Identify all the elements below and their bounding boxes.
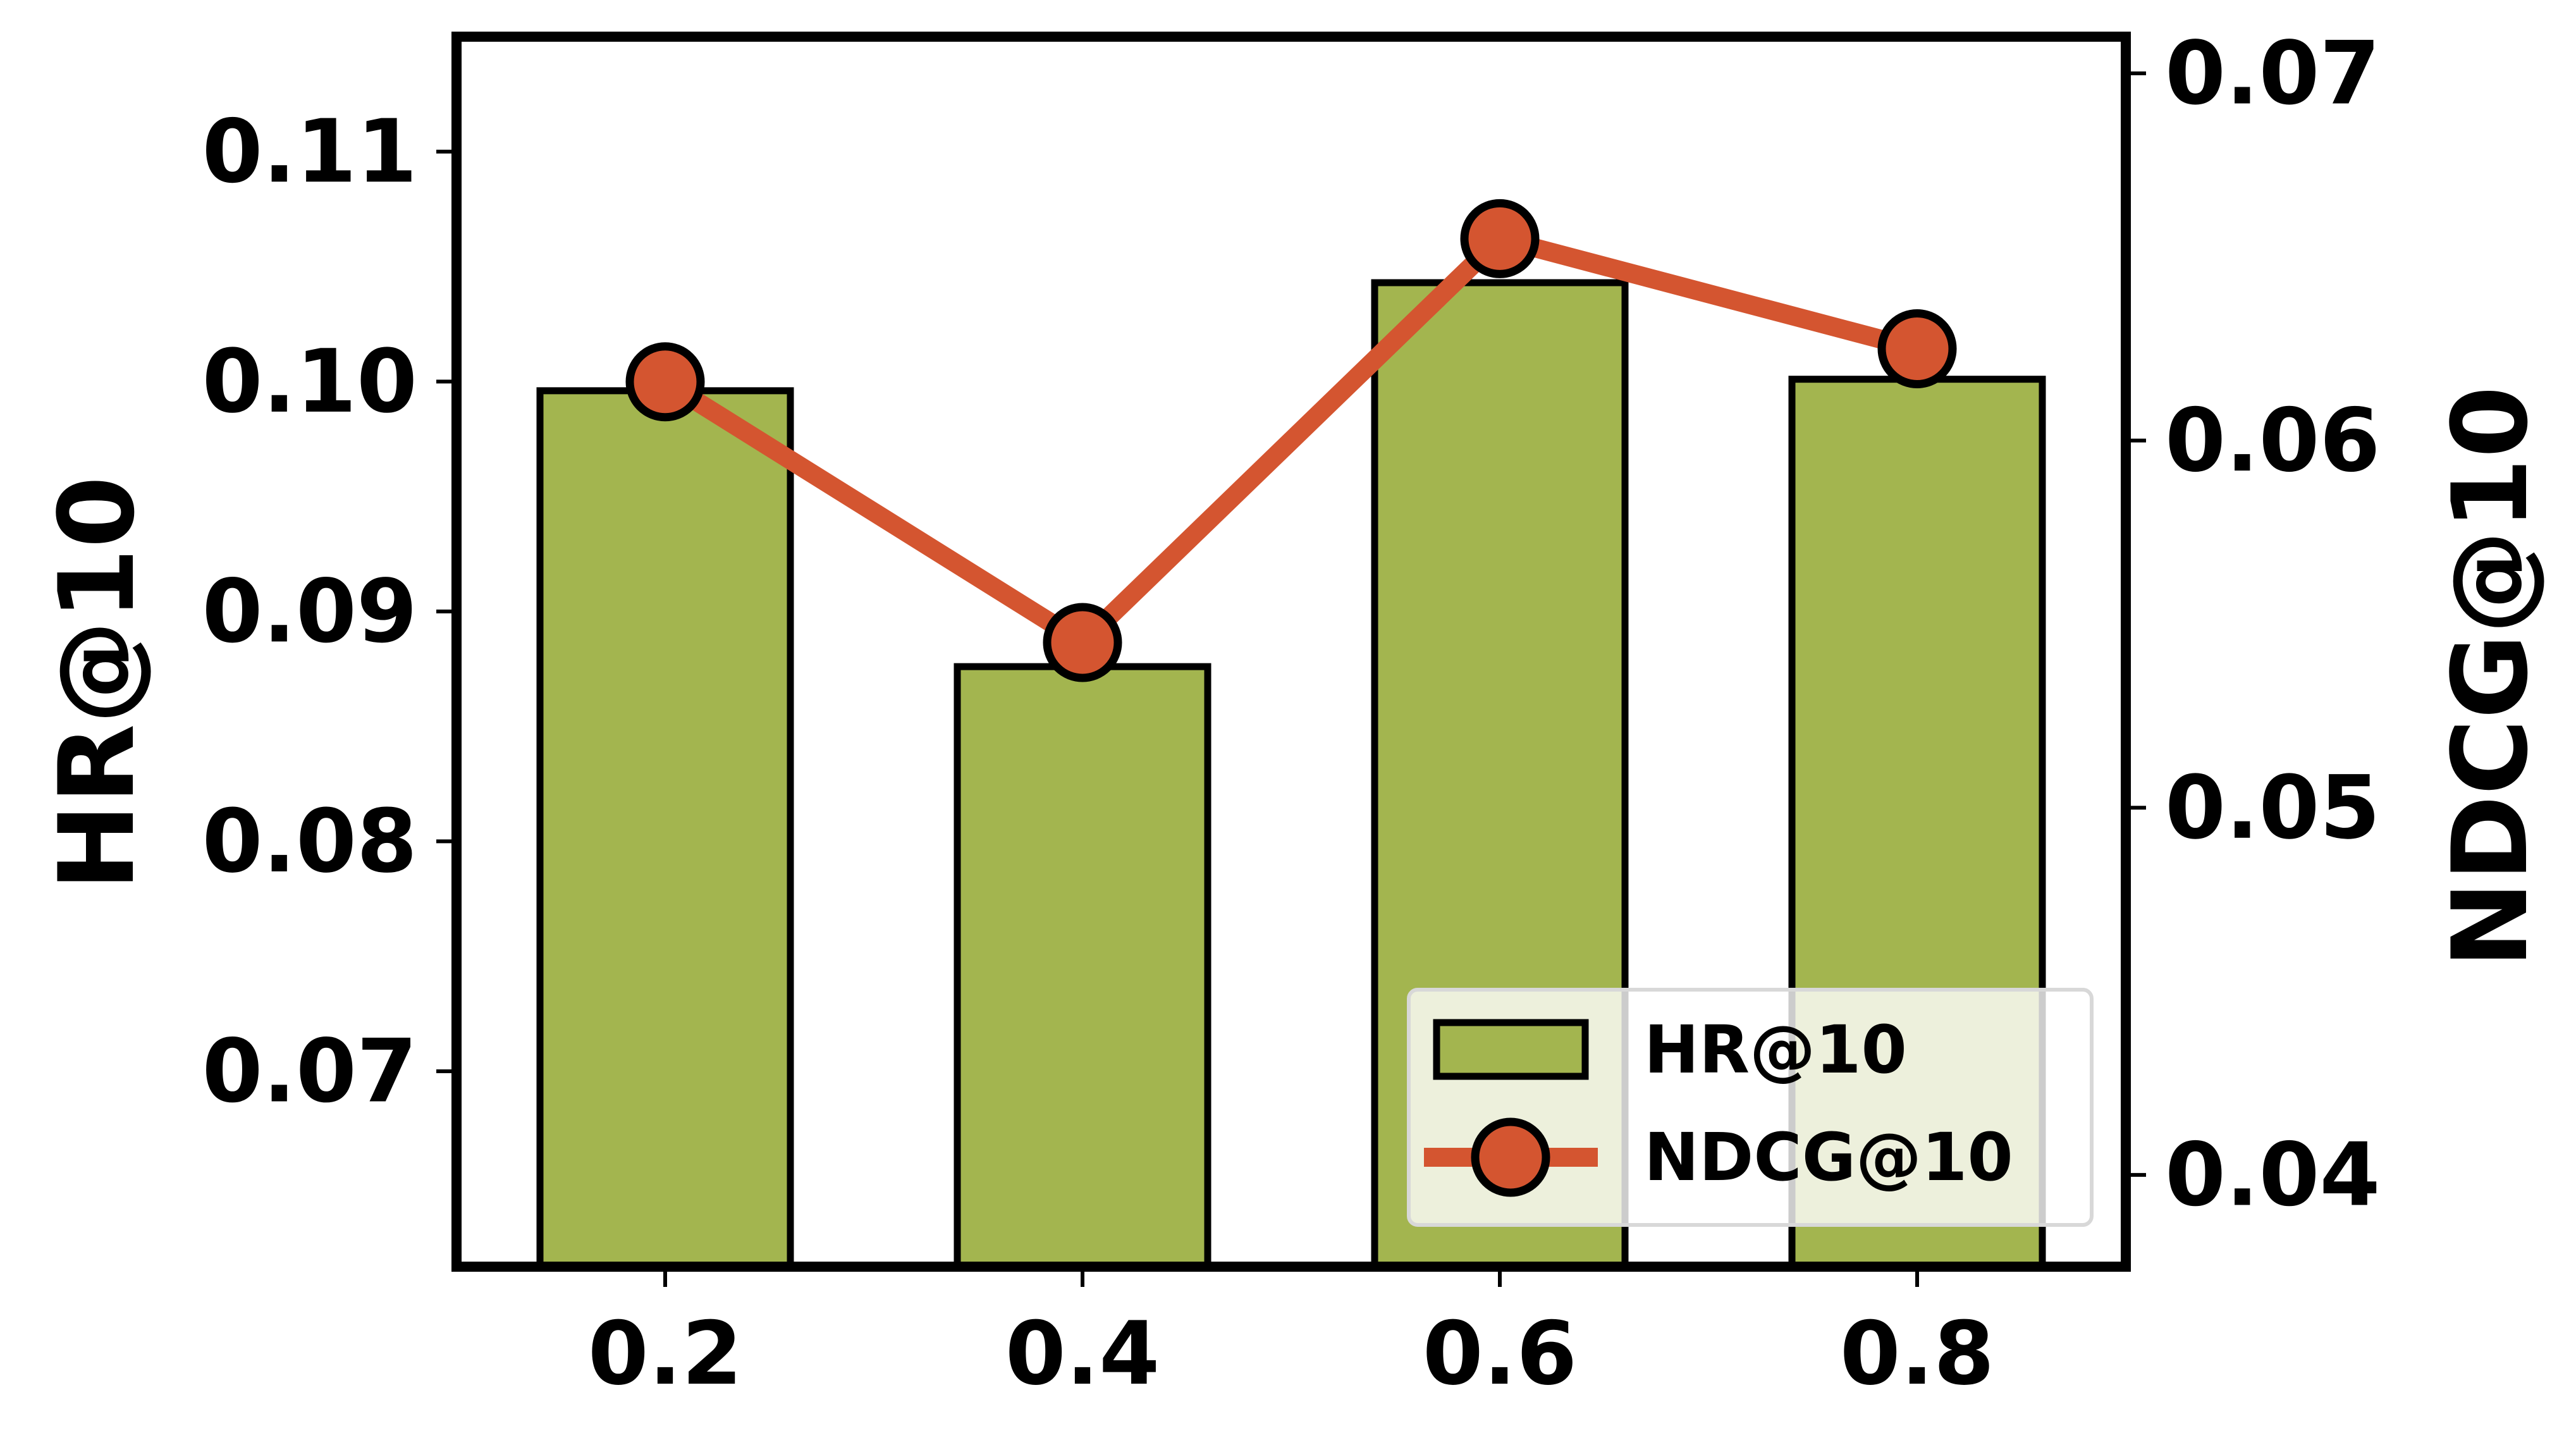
ndcg-point-0.2 (625, 342, 705, 422)
x-tick-label: 0.6 (1423, 1303, 1577, 1405)
ndcg-line (660, 229, 1920, 652)
ndcg-point-0.4 (1043, 603, 1122, 682)
legend: HR@10 NDCG@10 (1407, 988, 2094, 1227)
x-tick-label: 0.4 (1005, 1303, 1160, 1405)
legend-label-hr: HR@10 (1644, 1011, 1907, 1088)
left-axis-title: HR@10 (37, 476, 157, 891)
x-tick-label: 0.2 (588, 1303, 742, 1405)
ndcg-line-layer (625, 199, 1957, 682)
hr-bar-0.2 (536, 387, 794, 1270)
left-tick-label: 0.08 (202, 790, 418, 892)
right-tick-label: 0.05 (2165, 757, 2381, 859)
x-axis: 0.2 0.4 0.6 0.8 (588, 1267, 1994, 1405)
ndcg-point-0.6 (1460, 199, 1540, 278)
right-tick-label: 0.06 (2165, 390, 2381, 491)
left-axis: 0.07 0.08 0.09 0.10 0.11 (202, 101, 457, 1122)
left-tick-label: 0.10 (202, 331, 418, 433)
right-axis-title: NDCG@10 (2430, 386, 2551, 968)
right-tick-label: 0.04 (2165, 1124, 2381, 1226)
hr-bar-0.4 (954, 663, 1211, 1270)
left-tick-label: 0.11 (202, 101, 418, 202)
legend-label-ndcg: NDCG@10 (1644, 1119, 2013, 1196)
left-tick-label: 0.07 (202, 1020, 418, 1122)
right-axis: 0.04 0.05 0.06 0.07 (2126, 23, 2381, 1226)
x-tick-label: 0.8 (1840, 1303, 1994, 1405)
legend-bar-swatch (1433, 1019, 1589, 1080)
right-tick-label: 0.07 (2165, 23, 2381, 125)
left-tick-label: 0.09 (202, 560, 418, 662)
plot-frame (451, 32, 2131, 1272)
legend-marker-swatch (1471, 1117, 1550, 1197)
ndcg-point-0.8 (1877, 309, 1957, 389)
